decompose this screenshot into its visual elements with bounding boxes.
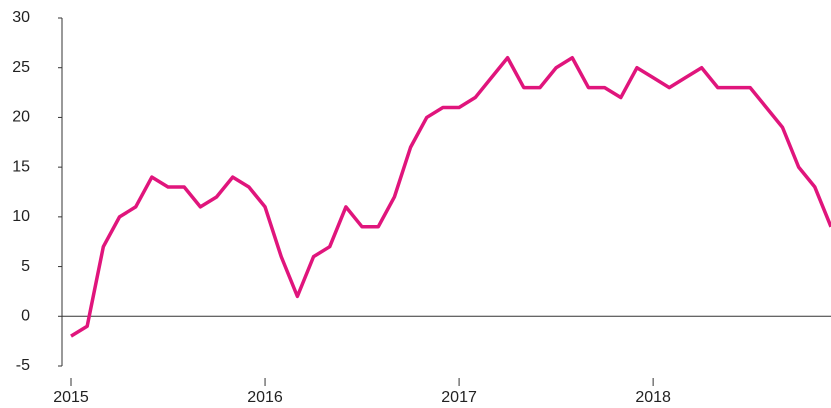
y-tick-label: 25 (12, 59, 30, 76)
y-tick-label: 5 (21, 258, 30, 275)
x-tick-label: 2015 (53, 389, 89, 406)
y-tick-label: 20 (12, 109, 30, 126)
y-tick-label: 30 (12, 9, 30, 26)
y-tick-label: 10 (12, 208, 30, 225)
y-tick-label: 15 (12, 158, 30, 175)
y-tick-label: -5 (16, 357, 30, 374)
x-tick-label: 2017 (441, 389, 477, 406)
x-tick-label: 2016 (247, 389, 283, 406)
x-tick-label: 2018 (635, 389, 671, 406)
data-line (70, 56, 831, 338)
y-tick-label: 0 (21, 308, 30, 325)
